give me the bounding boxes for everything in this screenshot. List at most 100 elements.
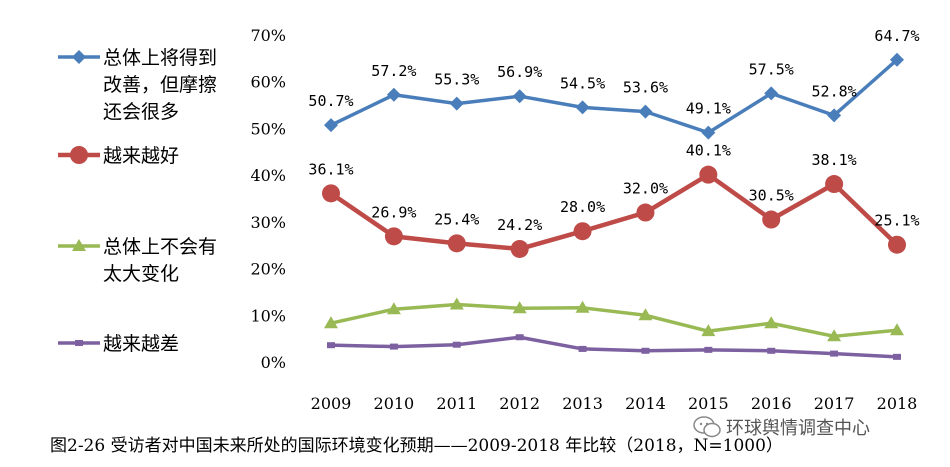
data-point-series4 — [767, 347, 776, 354]
legend-label: 总体上不会有 — [103, 236, 217, 258]
data-point-legend-marker — [72, 239, 86, 251]
data-label: 55.3% — [434, 71, 479, 89]
watermark-text: 环球舆情调查中心 — [726, 418, 870, 439]
data-point-series1 — [449, 96, 464, 111]
data-point-series4 — [515, 334, 524, 341]
data-point-series4 — [327, 342, 335, 349]
data-label: 26.9% — [371, 203, 416, 221]
data-label: 24.2% — [497, 216, 542, 234]
y-axis: 0% 10% 20% 30% 40% 50% 60% 70% — [250, 26, 286, 372]
series-line-3 — [330, 302, 898, 339]
data-point-series1 — [512, 89, 527, 104]
data-label: 57.2% — [371, 62, 416, 80]
y-tick-label: 40% — [250, 166, 286, 185]
data-point-legend-marker — [75, 340, 83, 346]
data-point-series2 — [322, 184, 340, 203]
data-point-series4 — [389, 343, 398, 350]
data-point-series2 — [636, 203, 655, 222]
data-point-series3 — [701, 324, 716, 337]
x-tick-label: 2012 — [499, 394, 540, 413]
data-label: 56.9% — [497, 63, 542, 81]
x-tick-label: 2017 — [814, 394, 855, 413]
data-labels: 50.7% 57.2% 55.3% 56.9% 54.5% 53.6% 49.1% 57.5%… — [308, 27, 919, 234]
data-label: 64.7% — [874, 27, 919, 45]
data-point-legend-marker — [72, 50, 86, 64]
data-point-series4 — [704, 346, 713, 353]
wechat-icon — [693, 416, 721, 438]
x-tick-label: 2010 — [374, 394, 415, 413]
legend-item-2: 越来越好 — [58, 145, 179, 167]
data-point-series3 — [764, 316, 779, 329]
data-point-series2 — [447, 234, 466, 253]
y-tick-label: 30% — [250, 213, 286, 232]
chart-caption: 图2-26 受访者对中国未来所处的国际环境变化预期——2009-2018 年比较… — [50, 436, 783, 456]
watermark: 环球舆情调查中心 — [693, 414, 870, 440]
data-label: 28.0% — [560, 198, 605, 216]
legend-label: 改善，但摩擦 — [103, 74, 217, 96]
data-label: 25.1% — [874, 212, 919, 230]
data-point-series2 — [762, 210, 781, 229]
legend-label: 总体上将得到 — [103, 47, 217, 69]
x-tick-label: 2013 — [562, 394, 603, 413]
series-lines — [329, 58, 899, 359]
x-axis: 2009 2010 2011 2012 2013 2014 2015 2016 2017 2018 — [311, 394, 918, 413]
series-markers — [322, 52, 906, 360]
y-tick-label: 50% — [250, 119, 286, 138]
data-label: 25.4% — [434, 210, 479, 228]
data-point-series3 — [890, 323, 904, 336]
y-tick-label: 20% — [250, 260, 286, 279]
data-point-series4 — [641, 347, 650, 354]
data-point-series1 — [890, 52, 904, 67]
data-label: 54.5% — [560, 74, 605, 92]
legend-label: 越来越差 — [103, 333, 179, 355]
y-tick-label: 0% — [261, 353, 286, 372]
x-tick-label: 2018 — [877, 394, 918, 413]
data-point-series3 — [827, 329, 842, 342]
data-point-series1 — [701, 125, 716, 140]
legend-label: 太大变化 — [103, 263, 179, 285]
data-point-series3 — [449, 297, 464, 310]
series-line-2 — [329, 172, 899, 252]
data-label: 40.1% — [686, 142, 731, 160]
data-point-series3 — [638, 308, 653, 321]
x-tick-label: 2009 — [311, 394, 352, 413]
data-label: 49.1% — [686, 100, 731, 118]
y-tick-label: 10% — [250, 306, 286, 325]
x-tick-label: 2011 — [436, 394, 477, 413]
data-point-legend-marker — [70, 146, 88, 164]
legend-item-4: 越来越差 — [58, 333, 179, 355]
data-label: 57.5% — [749, 60, 794, 78]
data-label: 50.7% — [308, 92, 353, 110]
legend-label: 还会很多 — [103, 101, 179, 123]
data-point-series1 — [764, 86, 779, 101]
data-point-series2 — [384, 227, 403, 246]
x-tick-label: 2016 — [751, 394, 792, 413]
data-point-series1 — [827, 108, 842, 123]
data-point-series1 — [638, 104, 653, 119]
data-point-series4 — [452, 341, 461, 348]
data-point-series2 — [510, 239, 529, 258]
x-tick-label: 2015 — [688, 394, 729, 413]
data-point-series1 — [324, 118, 338, 133]
y-tick-label: 70% — [250, 26, 286, 45]
data-point-series2 — [888, 235, 906, 254]
data-label: 36.1% — [308, 160, 353, 178]
data-label: 32.0% — [623, 180, 668, 198]
data-point-series2 — [825, 175, 844, 194]
data-point-series1 — [386, 87, 401, 102]
series-line-1 — [330, 58, 899, 135]
legend-label: 越来越好 — [103, 145, 179, 167]
series-line-4 — [330, 335, 898, 359]
data-point-series4 — [830, 350, 839, 357]
data-label: 53.6% — [623, 79, 668, 97]
data-point-series3 — [324, 316, 338, 329]
data-label: 30.5% — [749, 187, 794, 205]
data-point-series4 — [578, 345, 587, 352]
data-point-series3 — [512, 301, 527, 314]
data-point-series1 — [575, 100, 590, 115]
data-point-series2 — [699, 165, 718, 184]
